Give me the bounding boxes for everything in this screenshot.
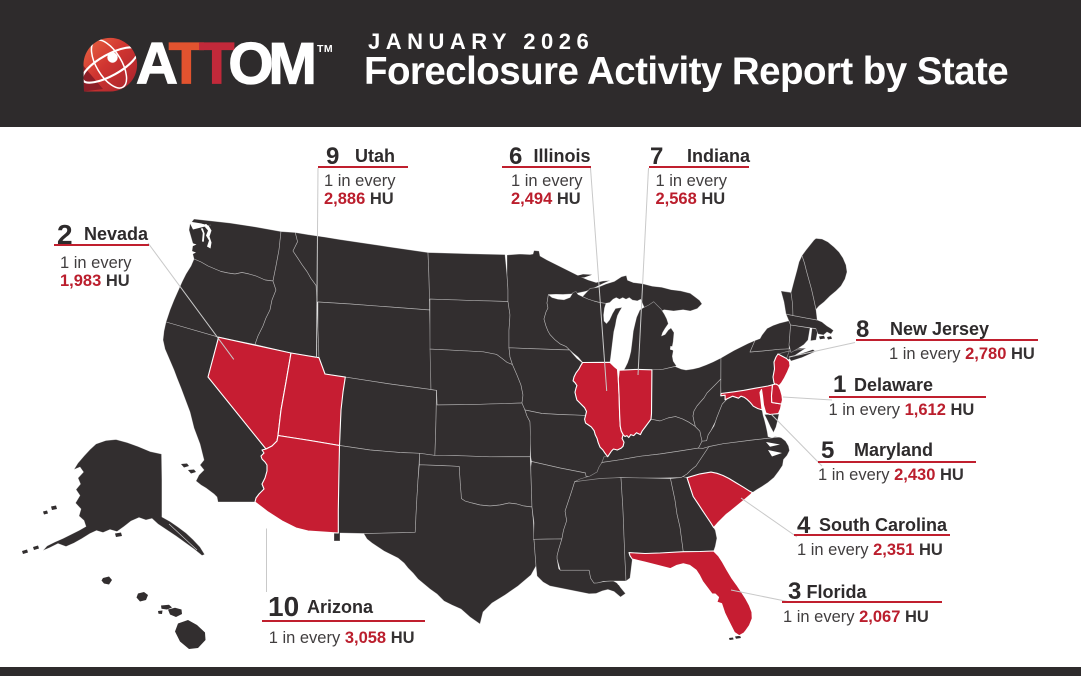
svg-text:ATTOM: ATTOM bbox=[136, 32, 314, 97]
svg-text:TM: TM bbox=[317, 43, 333, 55]
